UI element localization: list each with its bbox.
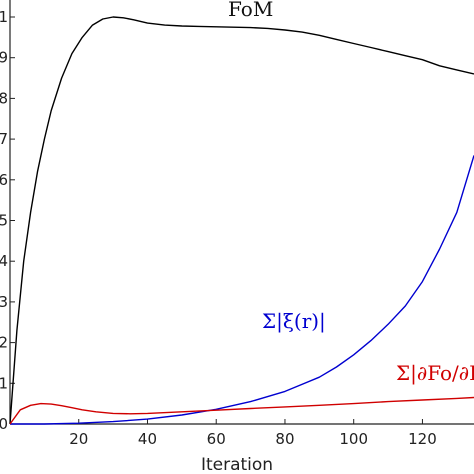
y-tick-label: .2	[0, 334, 8, 352]
y-tick-label: 1	[0, 8, 8, 26]
x-tick-label: 60	[207, 430, 226, 448]
y-tick-label: .9	[0, 49, 8, 67]
y-tick-label: .7	[0, 130, 8, 148]
series-label-gradient-text: Σ|∂Fo/∂E(	[396, 361, 474, 386]
x-axis-title: Iteration	[201, 455, 273, 474]
y-tick-label: .6	[0, 171, 8, 189]
series-label-xi: Σ|ξ(r)|	[262, 309, 326, 334]
series-label-gradient: Σ|∂Fo/∂E(	[396, 361, 474, 386]
x-tick-label: 100	[339, 430, 368, 448]
x-tick-label: 20	[69, 430, 88, 448]
series-label-fom: FoM	[228, 0, 273, 21]
y-tick-label: .3	[0, 293, 8, 311]
x-tick-label: 80	[275, 430, 294, 448]
series-layer	[9, 16, 474, 425]
x-tick-label: 40	[138, 430, 157, 448]
y-tick-label: .8	[0, 89, 8, 107]
y-tick-label: .4	[0, 252, 8, 270]
series-line-xi	[10, 155, 474, 425]
x-tick-label: 120	[408, 430, 437, 448]
series-label-xi-text: Σ|ξ(r)|	[262, 309, 326, 334]
y-tick-label: .5	[0, 212, 8, 230]
y-tick-label: .1	[0, 374, 8, 392]
series-line-fom	[9, 16, 474, 425]
y-tick-label: 0	[0, 415, 8, 433]
series-line-gradient	[9, 396, 474, 425]
